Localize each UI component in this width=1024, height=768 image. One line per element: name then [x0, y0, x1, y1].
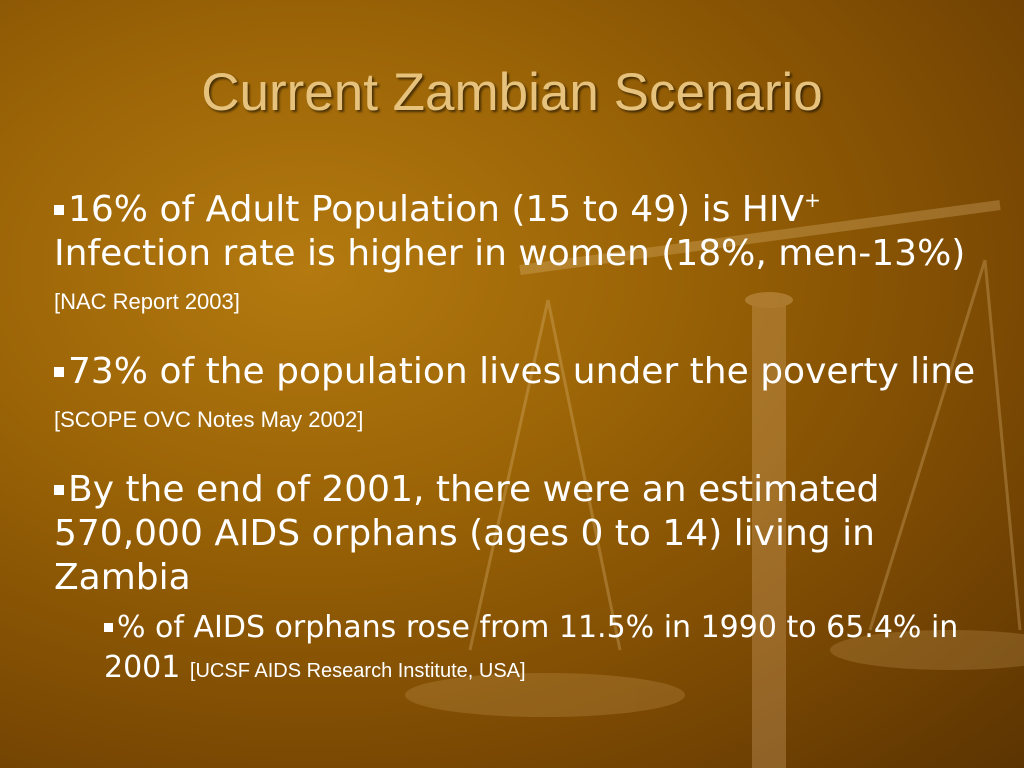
sub-bullet-orphan-rate: % of AIDS orphans rose from 11.5% in 199…	[104, 608, 984, 691]
left-chain-2	[546, 299, 622, 651]
citation-ucsf: [UCSF AIDS Research Institute, USA]	[189, 660, 526, 682]
bullet-orphans-text: By the end of 2001, there were an estima…	[54, 469, 880, 598]
citation-scope: [SCOPE OVC Notes May 2002]	[54, 407, 364, 432]
scale-post-cap	[745, 292, 793, 308]
citation-nac: [NAC Report 2003]	[54, 289, 240, 314]
bullet-hiv-text: 16% of Adult Population (15 to 49) is HI…	[68, 189, 805, 230]
left-chain	[468, 299, 550, 651]
right-chain	[868, 259, 987, 631]
square-bullet-icon	[104, 623, 113, 632]
square-bullet-icon	[54, 367, 64, 377]
bullet-orphans: By the end of 2001, there were an estima…	[54, 468, 984, 600]
bullet-hiv-line2: Infection rate is higher in women (18%, …	[54, 233, 966, 274]
sub-bullet-text: % of AIDS orphans rose from 11.5% in 199…	[104, 610, 959, 685]
hiv-superscript: +	[804, 188, 821, 212]
left-pan	[405, 673, 685, 717]
bullet-poverty-text: 73% of the population lives under the po…	[68, 351, 976, 392]
slide-title: Current Zambian Scenario	[201, 63, 823, 122]
right-pan	[830, 630, 1024, 670]
square-bullet-icon	[54, 485, 64, 495]
scale-beam	[519, 200, 1001, 275]
right-chain-2	[983, 259, 1022, 631]
slide-content: 16% of Adult Population (15 to 49) is HI…	[54, 188, 984, 691]
scale-post	[752, 300, 786, 768]
bullet-hiv: 16% of Adult Population (15 to 49) is HI…	[54, 188, 984, 324]
square-bullet-icon	[54, 205, 64, 215]
bullet-poverty: 73% of the population lives under the po…	[54, 350, 984, 442]
